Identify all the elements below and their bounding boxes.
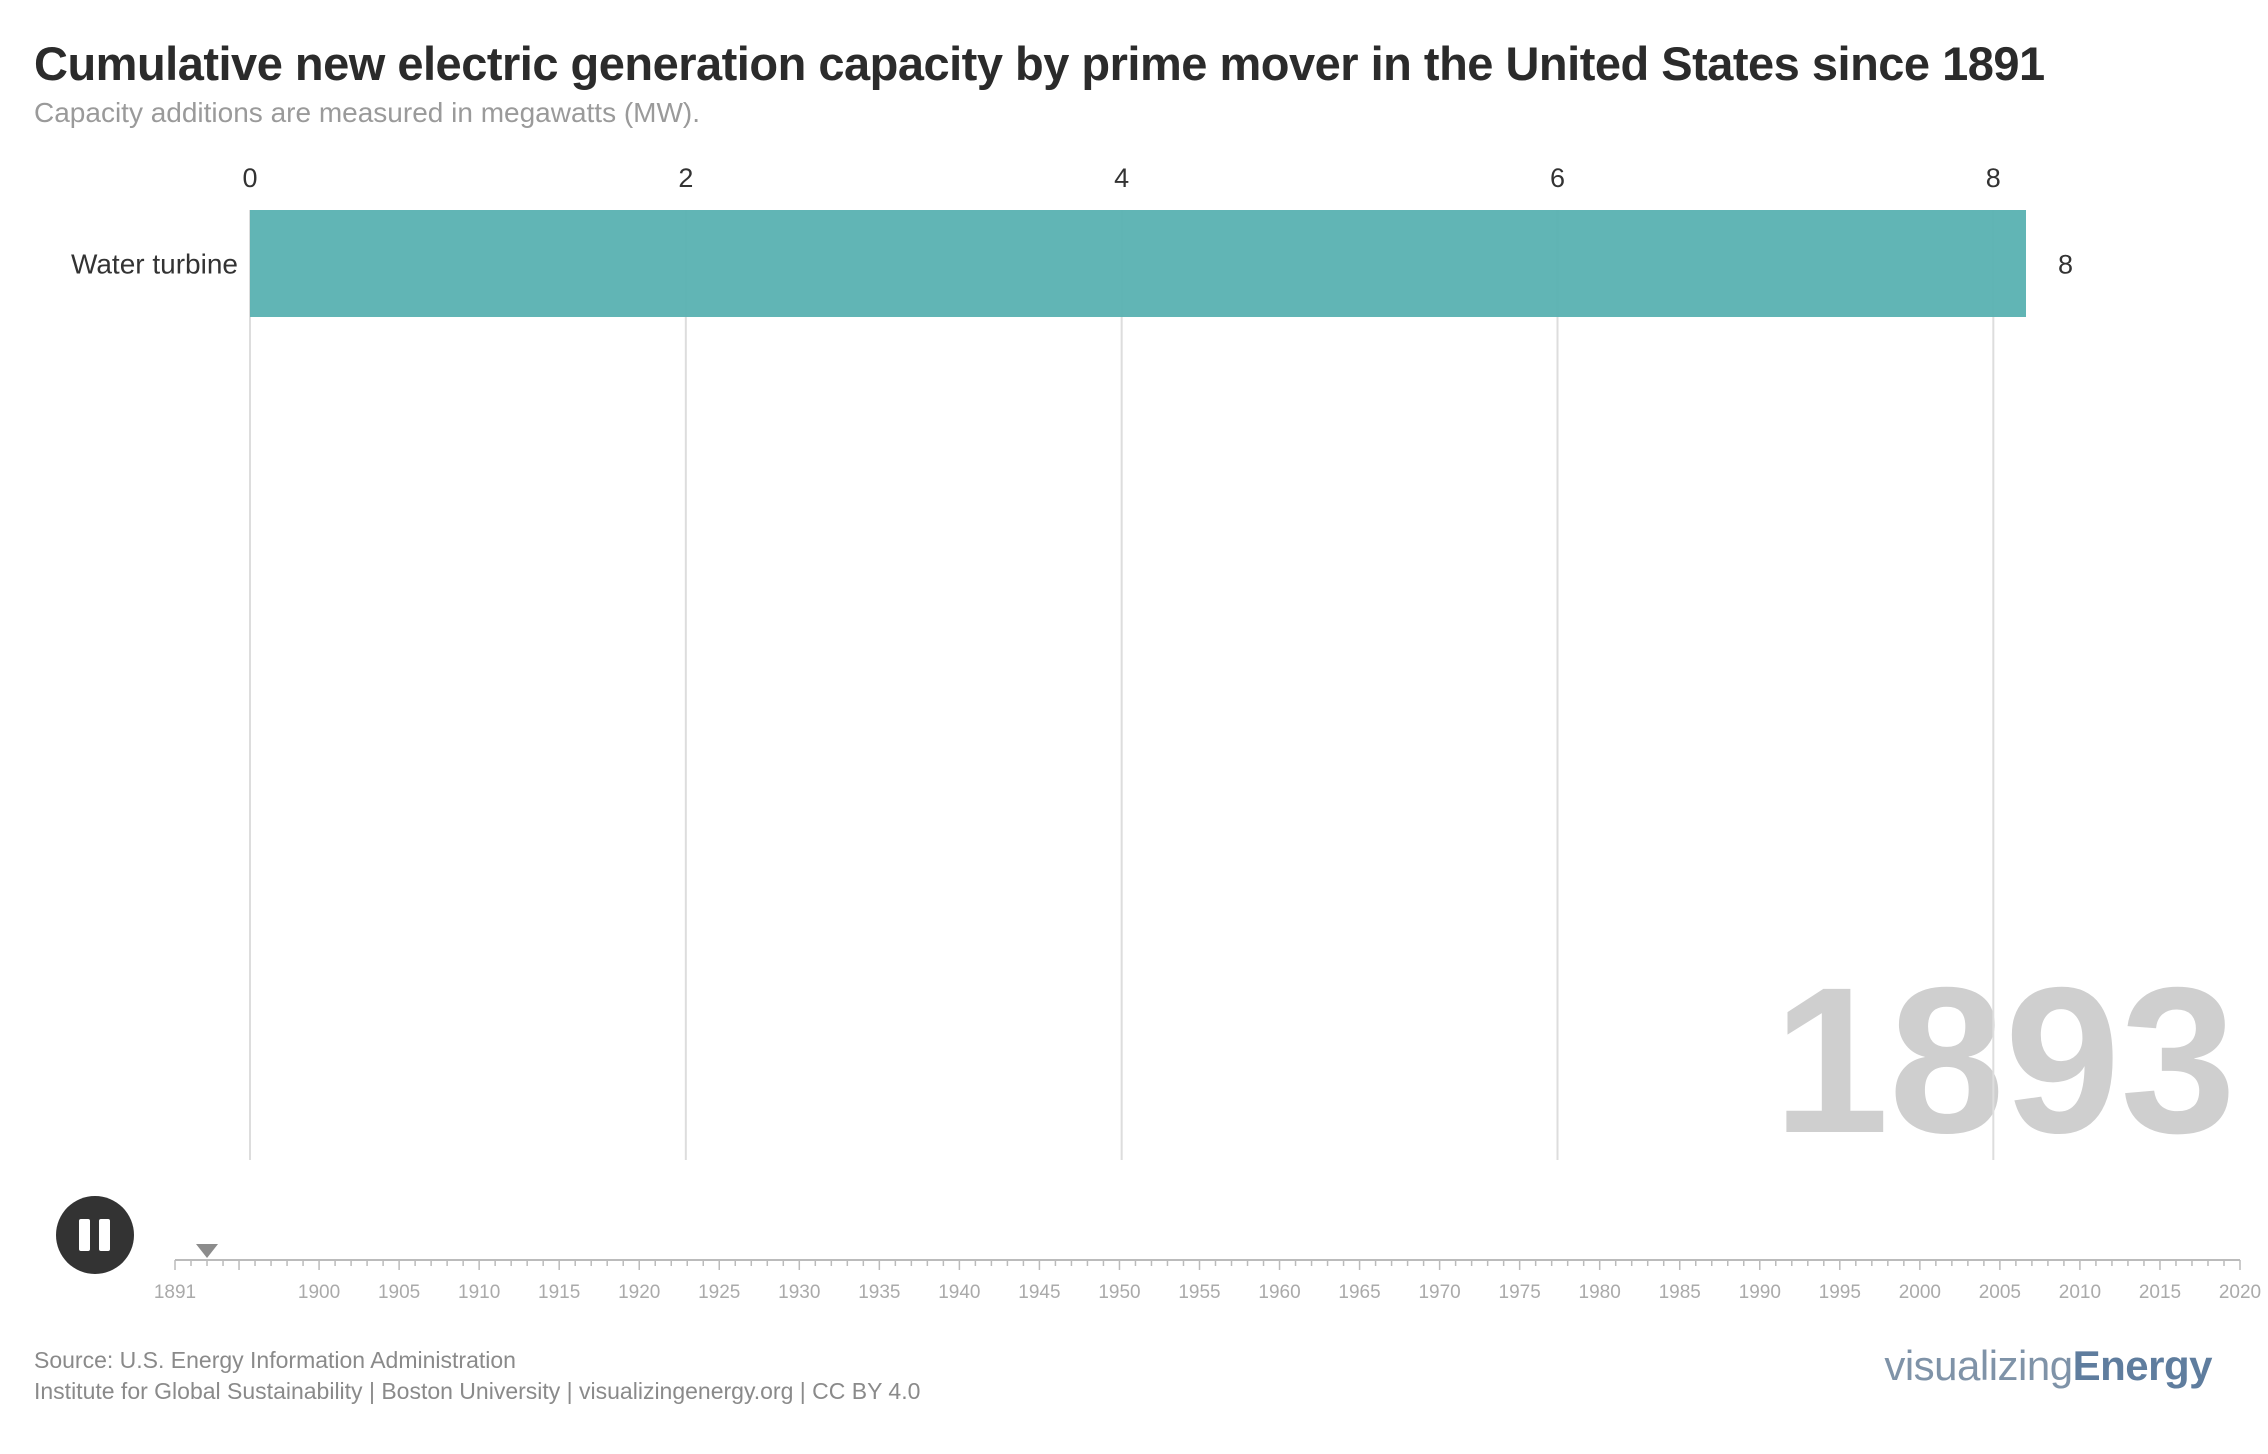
- timeline-label: 1970: [1418, 1282, 1460, 1300]
- timeline-label: 1960: [1258, 1282, 1300, 1300]
- visualizing-energy-logo[interactable]: visualizingEnergy: [1884, 1342, 2212, 1390]
- pause-icon-bar: [99, 1219, 110, 1251]
- timeline-label: 1930: [778, 1282, 820, 1300]
- timeline-label: 1925: [698, 1282, 740, 1300]
- timeline-label: 1900: [298, 1282, 340, 1300]
- timeline-label: 1945: [1018, 1282, 1060, 1300]
- timeline-label: 1985: [1659, 1282, 1701, 1300]
- timeline-label: 1915: [538, 1282, 580, 1300]
- timeline-label: 1905: [378, 1282, 420, 1300]
- timeline-label: 2005: [1979, 1282, 2021, 1300]
- timeline-label: 1950: [1098, 1282, 1140, 1300]
- timeline-label: 2010: [2059, 1282, 2101, 1300]
- timeline-label: 1965: [1338, 1282, 1380, 1300]
- bar-chart: 1893 0 2 4 6 8 Water turbine 8: [71, 163, 2236, 1177]
- timeline-label: 1995: [1819, 1282, 1861, 1300]
- timeline-label: 1910: [458, 1282, 500, 1300]
- logo-part2: Energy: [2072, 1342, 2213, 1389]
- value-label: 8: [2058, 250, 2073, 280]
- timeline-label: 1955: [1178, 1282, 1220, 1300]
- timeline-label: 1891: [154, 1282, 196, 1300]
- logo-part1: visualizing: [1884, 1342, 2073, 1389]
- timeline-label: 1980: [1579, 1282, 1621, 1300]
- chart-title: Cumulative new electric generation capac…: [34, 37, 2045, 90]
- x-tick-label: 6: [1550, 163, 1565, 193]
- timeline-label: 2020: [2219, 1282, 2261, 1300]
- timeline-label: 2000: [1899, 1282, 1941, 1300]
- chart-subtitle: Capacity additions are measured in megaw…: [34, 97, 701, 128]
- timeline-label: 1990: [1739, 1282, 1781, 1300]
- category-label: Water turbine: [71, 249, 238, 280]
- bar-water-turbine: [250, 210, 2026, 317]
- x-tick-label: 0: [242, 163, 257, 193]
- credit-text: Institute for Global Sustainability | Bo…: [34, 1378, 921, 1404]
- timeline-label: 1920: [618, 1282, 660, 1300]
- year-timeline[interactable]: 1891 1900 1905 1910 1915 1920 1925 1930 1935 1940…: [0, 1230, 2268, 1300]
- timeline-label: 1935: [858, 1282, 900, 1300]
- year-watermark: 1893: [1773, 945, 2236, 1177]
- timeline-handle[interactable]: [196, 1244, 219, 1258]
- x-tick-label: 8: [1986, 163, 2001, 193]
- source-text: Source: U.S. Energy Information Administ…: [34, 1347, 516, 1373]
- timeline-label: 2015: [2139, 1282, 2181, 1300]
- pause-button[interactable]: [56, 1196, 134, 1274]
- footer-source: Source: U.S. Energy Information Administ…: [34, 1345, 920, 1407]
- timeline-label: 1940: [938, 1282, 980, 1300]
- x-tick-label: 4: [1114, 163, 1129, 193]
- x-tick-label: 2: [678, 163, 693, 193]
- timeline-label: 1975: [1499, 1282, 1541, 1300]
- pause-icon: [79, 1219, 90, 1251]
